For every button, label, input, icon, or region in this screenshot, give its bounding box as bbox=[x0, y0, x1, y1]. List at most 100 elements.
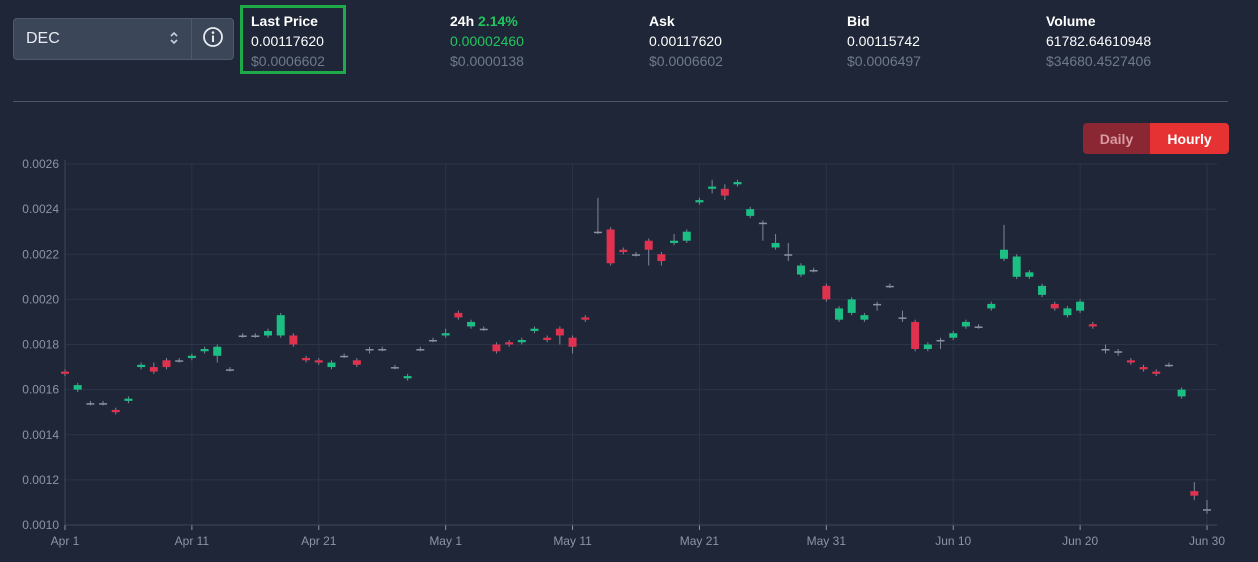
stat-ask: Ask 0.00117620 $0.0006602 bbox=[649, 11, 723, 71]
candle-body bbox=[1076, 301, 1085, 311]
candle-body bbox=[1152, 371, 1161, 374]
candle-body bbox=[327, 362, 336, 368]
candle-body bbox=[911, 321, 920, 350]
stat-usd: $0.0006497 bbox=[847, 53, 921, 69]
candle-body bbox=[251, 335, 260, 337]
candle-body bbox=[1139, 367, 1148, 370]
interval-toggle[interactable]: Daily Hourly bbox=[1083, 123, 1229, 154]
candle-body bbox=[835, 308, 844, 320]
y-tick-label: 0.0014 bbox=[22, 428, 59, 442]
header-divider bbox=[13, 101, 1228, 102]
stat-pct: 2.14% bbox=[478, 13, 518, 29]
y-tick-label: 0.0018 bbox=[22, 338, 59, 352]
candle-body bbox=[1203, 509, 1211, 511]
candle-body bbox=[568, 337, 577, 347]
candle-body bbox=[555, 328, 564, 336]
y-tick-label: 0.0026 bbox=[22, 157, 59, 171]
stat-value: 61782.64610948 bbox=[1046, 33, 1152, 49]
candle-body bbox=[225, 369, 234, 371]
stat-label: 24h 2.14% bbox=[450, 11, 524, 31]
candle-body bbox=[860, 315, 869, 320]
candle-body bbox=[162, 360, 171, 368]
candle-body bbox=[200, 349, 209, 352]
stat-usd: $0.0006602 bbox=[251, 53, 325, 69]
x-tick-label: Jun 30 bbox=[1189, 534, 1225, 548]
candle-body bbox=[733, 182, 742, 185]
candle-body bbox=[796, 265, 805, 275]
candle-body bbox=[987, 303, 996, 309]
candle-body bbox=[238, 335, 247, 337]
stat-24h: 24h 2.14% 0.00002460 $0.0000138 bbox=[450, 11, 524, 71]
candle-body bbox=[1164, 364, 1173, 367]
candle-body bbox=[454, 312, 463, 318]
y-tick-label: 0.0012 bbox=[22, 473, 59, 487]
candle-body bbox=[1088, 324, 1097, 327]
chevron-updown-icon bbox=[169, 30, 179, 48]
candle-body bbox=[670, 240, 679, 243]
x-tick-label: Jun 10 bbox=[935, 534, 971, 548]
stat-usd: $34680.4527406 bbox=[1046, 53, 1152, 69]
candle-body bbox=[974, 326, 983, 328]
candle-body bbox=[720, 188, 729, 196]
stat-bid: Bid 0.00115742 $0.0006497 bbox=[847, 11, 921, 71]
stat-value: 0.00117620 bbox=[251, 33, 324, 49]
candle-body bbox=[949, 333, 958, 338]
candle-body bbox=[543, 337, 552, 340]
pair-selector[interactable]: DEC bbox=[13, 18, 234, 60]
candle-body bbox=[923, 344, 932, 350]
candle-body bbox=[124, 398, 133, 401]
candle-body bbox=[1012, 256, 1021, 277]
y-tick-label: 0.0016 bbox=[22, 383, 59, 397]
candle-body bbox=[149, 367, 158, 372]
price-chart[interactable]: 0.0010 0.0012 0.0014 0.0016 0.0018 0.0020 0.00… bbox=[0, 150, 1258, 562]
candle-body bbox=[479, 328, 488, 331]
candle-body bbox=[137, 364, 146, 368]
last-price-highlight bbox=[240, 5, 346, 74]
candle-body bbox=[276, 315, 285, 336]
pair-select[interactable]: DEC bbox=[14, 19, 192, 59]
stat-label: Last Price bbox=[251, 13, 318, 29]
candle-body bbox=[314, 360, 323, 363]
candle-body bbox=[822, 285, 831, 300]
y-tick-label: 0.0010 bbox=[22, 518, 59, 532]
candle-body bbox=[784, 254, 793, 256]
candle-body bbox=[403, 376, 412, 379]
daily-button[interactable]: Daily bbox=[1083, 123, 1150, 154]
candle-body bbox=[187, 355, 196, 359]
candle-body bbox=[1025, 272, 1034, 277]
candle-body bbox=[213, 346, 222, 356]
candle-body bbox=[416, 349, 425, 351]
candle-body bbox=[428, 339, 437, 342]
candle-body bbox=[746, 209, 755, 216]
candle-body bbox=[1101, 349, 1110, 351]
stat-label: Volume bbox=[1046, 13, 1096, 29]
x-tick-label: Apr 11 bbox=[175, 534, 210, 548]
stat-usd: $0.0000138 bbox=[450, 53, 524, 69]
hourly-button[interactable]: Hourly bbox=[1150, 123, 1229, 154]
stat-label: Bid bbox=[847, 13, 870, 29]
candle-body bbox=[365, 349, 374, 351]
stat-usd: $0.0006602 bbox=[649, 53, 723, 69]
candle-body bbox=[467, 321, 476, 327]
y-tick-label: 0.0022 bbox=[22, 247, 59, 261]
stat-label-text: 24h bbox=[450, 13, 475, 29]
info-button[interactable] bbox=[192, 19, 233, 59]
x-tick-label: May 11 bbox=[553, 534, 592, 548]
candle-body bbox=[606, 229, 615, 264]
candle-body bbox=[111, 409, 120, 413]
candle-body bbox=[657, 254, 666, 262]
stat-value: 0.00117620 bbox=[649, 33, 722, 49]
pair-symbol: DEC bbox=[26, 30, 60, 47]
candle-body bbox=[581, 317, 590, 320]
x-tick-label: Jun 20 bbox=[1062, 534, 1098, 548]
candle-body bbox=[619, 249, 628, 252]
candle-body bbox=[1114, 351, 1123, 353]
candle-body bbox=[682, 231, 691, 241]
candle-body bbox=[999, 249, 1008, 259]
stat-volume: Volume 61782.64610948 $34680.4527406 bbox=[1046, 11, 1151, 71]
stat-value: 0.00115742 bbox=[847, 33, 920, 49]
candle-body bbox=[1190, 491, 1199, 496]
candle-body bbox=[644, 240, 653, 250]
x-tick-label: May 31 bbox=[807, 534, 847, 548]
candle-body bbox=[1063, 308, 1072, 316]
